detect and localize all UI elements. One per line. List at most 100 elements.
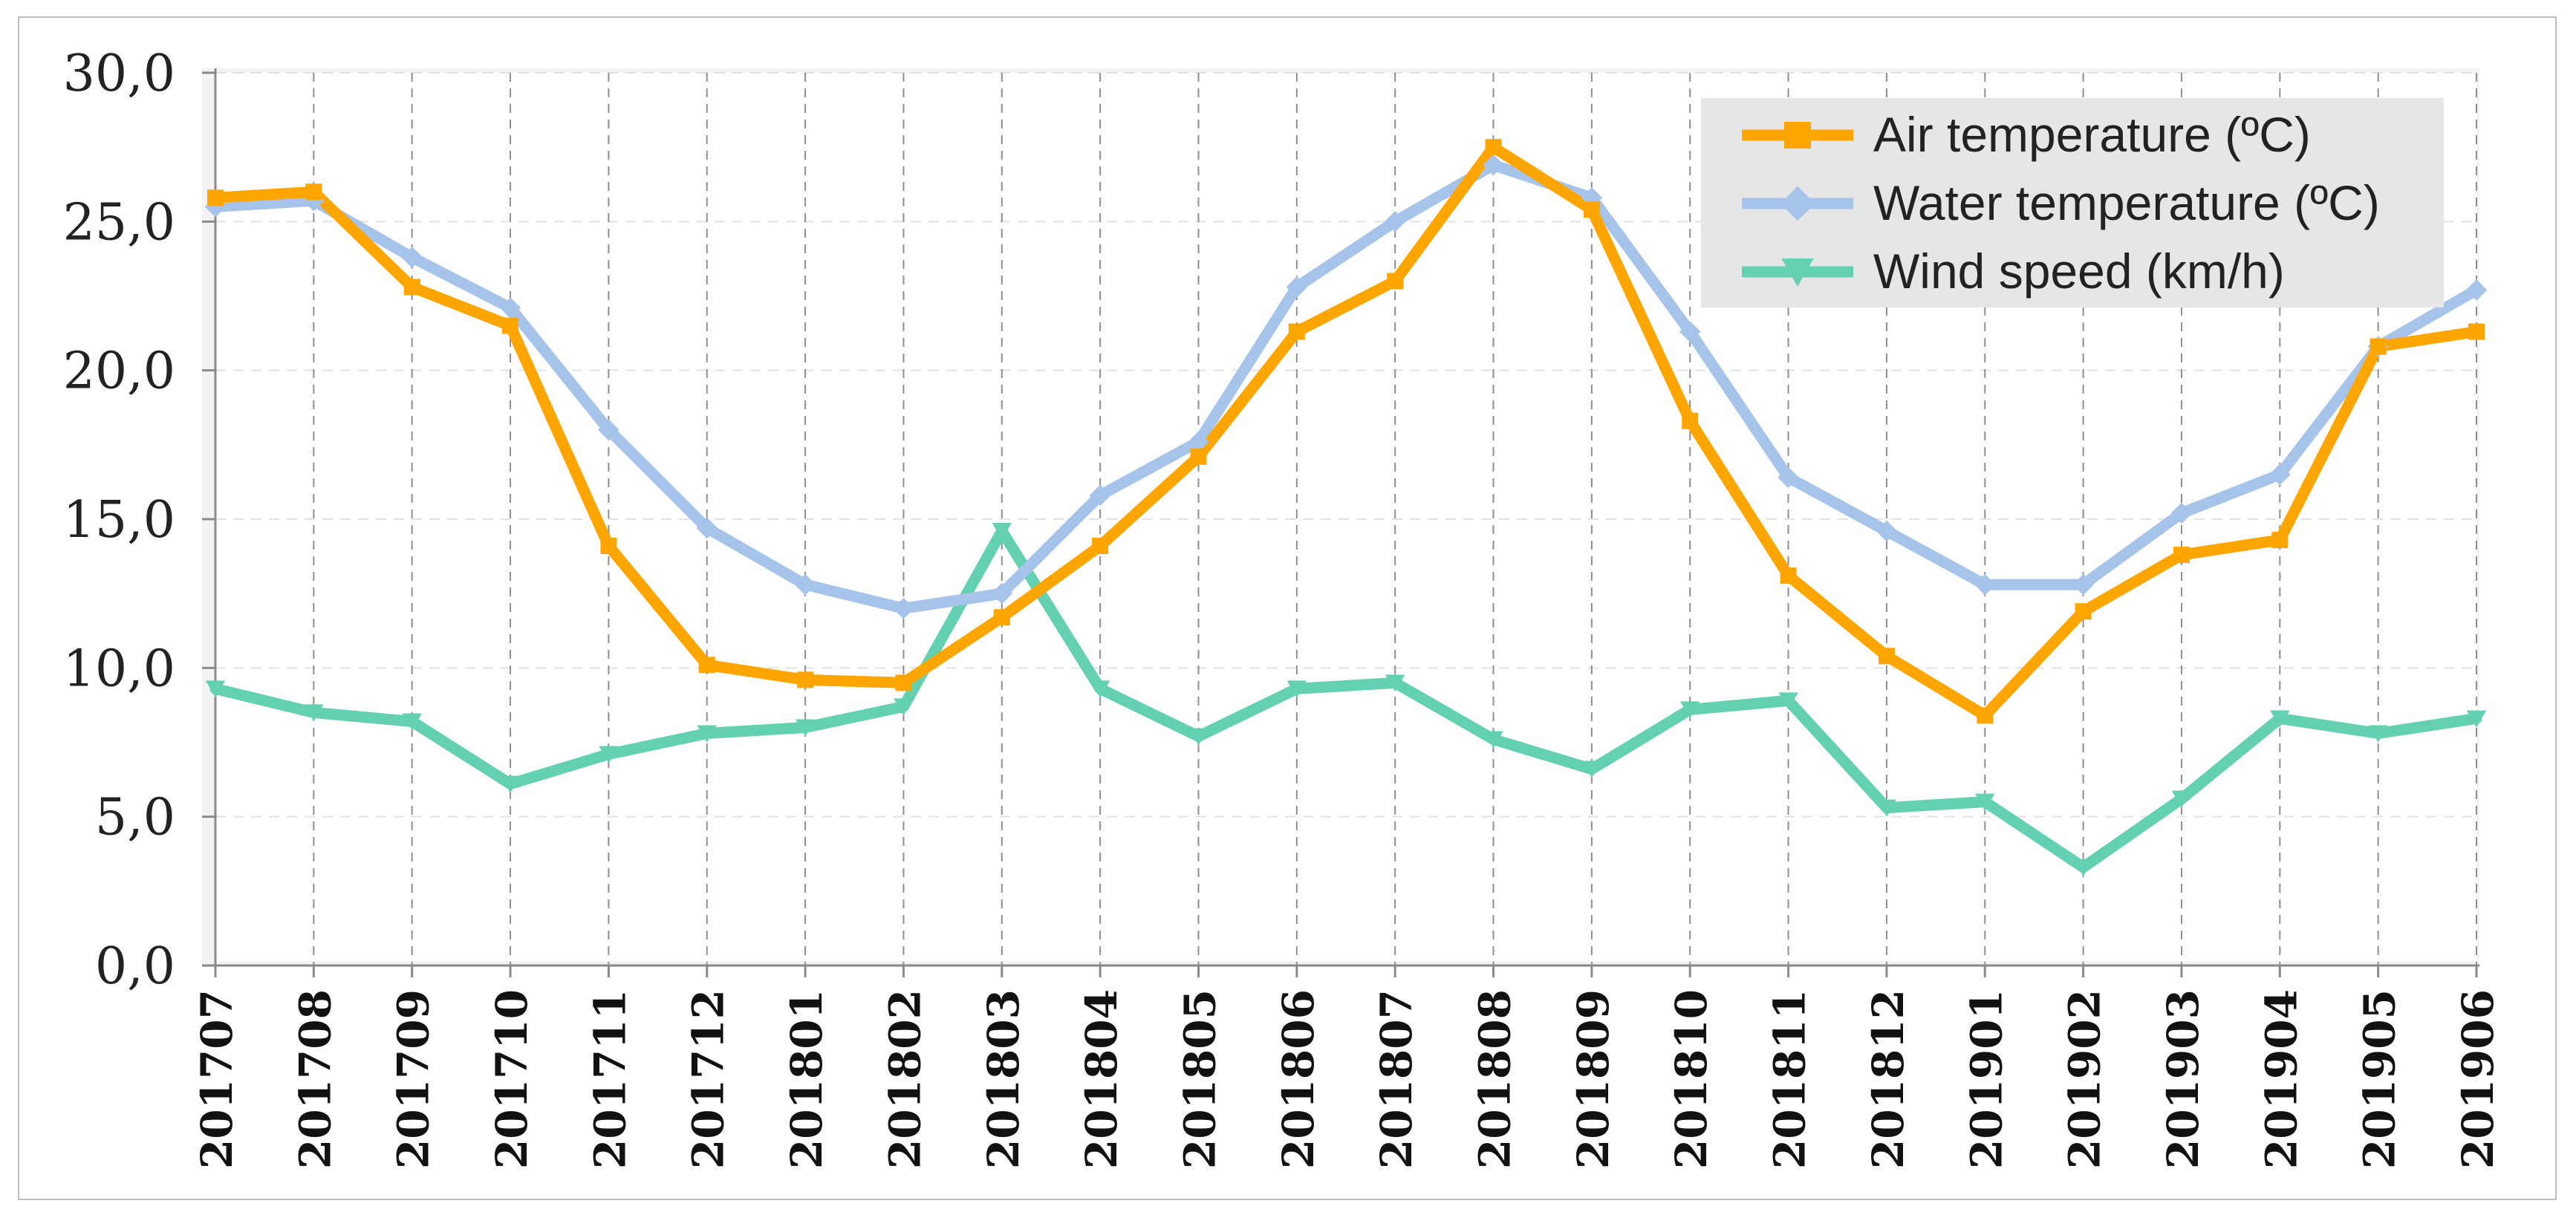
x-tick-label: 201710 xyxy=(487,989,537,1169)
data-point xyxy=(698,657,715,674)
data-point xyxy=(1188,431,1209,453)
axes xyxy=(202,68,2479,977)
data-point xyxy=(2170,502,2193,524)
data-point xyxy=(1385,674,1405,692)
x-tick-label: 201812 xyxy=(1863,989,1913,1169)
data-point xyxy=(304,704,324,722)
data-point xyxy=(2269,463,2291,486)
y-tick-label: 15,0 xyxy=(63,491,175,550)
data-point xyxy=(992,523,1012,541)
data-point xyxy=(1682,412,1699,429)
x-tick-label: 201809 xyxy=(1568,989,1619,1169)
data-point xyxy=(895,674,912,691)
data-point xyxy=(894,698,914,716)
data-point xyxy=(1483,154,1504,176)
data-point xyxy=(1384,211,1406,232)
x-tick-label: 201904 xyxy=(2256,989,2306,1169)
data-point xyxy=(500,775,521,793)
data-point xyxy=(502,317,519,334)
data-point xyxy=(1679,321,1701,342)
data-point xyxy=(1287,680,1307,698)
y-tick-label: 0,0 xyxy=(95,937,175,996)
series-line-0 xyxy=(209,141,2482,721)
data-point xyxy=(305,183,322,201)
data-point xyxy=(795,719,816,737)
data-point xyxy=(1092,538,1109,555)
data-point xyxy=(2465,279,2488,301)
x-tick-label: 201901 xyxy=(1961,989,2011,1169)
legend-label: Wind speed (km/h) xyxy=(1873,244,2285,299)
x-tick-labels: 201707 201708 201709 201710 201711 201712 2018… xyxy=(192,989,2503,1169)
data-point xyxy=(1483,731,1503,749)
x-tick-label: 201804 xyxy=(1076,989,1127,1169)
legend-label: Air temperature (ºC) xyxy=(1873,107,2311,162)
x-tick-label: 201802 xyxy=(879,989,930,1169)
data-point xyxy=(499,297,521,319)
data-point xyxy=(1583,201,1600,218)
data-point xyxy=(1090,680,1110,698)
data-point xyxy=(993,609,1010,626)
data-point xyxy=(696,517,718,539)
x-tick-label: 201808 xyxy=(1470,989,1520,1169)
data-point xyxy=(1485,139,1502,156)
x-tick-label: 201807 xyxy=(1371,989,1422,1169)
data-point xyxy=(403,279,420,296)
y-tick-labels: 0,0 5,0 10,0 15,0 20,0 25,0 30,0 xyxy=(63,45,175,996)
x-tick-label: 201903 xyxy=(2158,989,2208,1169)
data-point xyxy=(401,247,423,268)
data-point xyxy=(1286,276,1308,298)
x-tick-label: 201806 xyxy=(1273,989,1324,1169)
x-tick-label: 201712 xyxy=(683,989,734,1169)
y-tick-label: 30,0 xyxy=(63,45,175,103)
data-point xyxy=(1778,692,1798,710)
x-tick-label: 201803 xyxy=(978,989,1029,1169)
data-point xyxy=(1190,448,1207,465)
data-point xyxy=(2468,323,2485,340)
x-tick-label: 201711 xyxy=(585,989,635,1169)
x-tick-label: 201905 xyxy=(2355,989,2405,1169)
data-point xyxy=(2271,532,2289,549)
y-tick-label: 25,0 xyxy=(63,193,175,252)
legend-marker xyxy=(1784,122,1811,149)
data-point xyxy=(1089,484,1111,507)
data-point xyxy=(893,597,914,619)
x-tick-label: 201811 xyxy=(1765,989,1815,1169)
data-point xyxy=(1977,707,1994,724)
series-markers xyxy=(204,139,2488,876)
series-line-1 xyxy=(209,159,2482,614)
y-tick-label: 5,0 xyxy=(95,789,175,847)
legend-label: Water temperature (ºC) xyxy=(1873,175,2380,230)
data-point xyxy=(1974,573,1996,596)
x-tick-label: 201707 xyxy=(192,989,242,1169)
data-point xyxy=(598,419,619,441)
x-tick-label: 201709 xyxy=(388,989,439,1169)
data-point xyxy=(1780,567,1797,584)
y-tick-label: 10,0 xyxy=(63,639,175,698)
legend-marker xyxy=(1780,186,1815,221)
data-point xyxy=(402,713,422,731)
data-point xyxy=(2466,710,2487,728)
data-point xyxy=(2072,573,2094,596)
data-point xyxy=(1975,793,1995,811)
data-point xyxy=(697,725,717,743)
data-point xyxy=(1777,466,1799,489)
data-point xyxy=(2370,338,2387,355)
data-point xyxy=(2075,603,2092,620)
data-point xyxy=(599,746,619,763)
x-tick-label: 201801 xyxy=(781,989,832,1169)
series-line-2 xyxy=(209,525,2482,873)
data-point xyxy=(207,189,224,206)
data-point xyxy=(1188,728,1209,746)
data-point xyxy=(1878,648,1895,665)
x-tick-label: 201902 xyxy=(2060,989,2110,1169)
data-point xyxy=(1581,761,1602,778)
data-point xyxy=(1387,273,1404,290)
data-point xyxy=(1680,701,1700,719)
legend-marker xyxy=(1781,258,1814,287)
y-tick-label: 20,0 xyxy=(63,342,175,401)
legend: Air temperature (ºC) Water temperature (º… xyxy=(1701,98,2444,307)
data-point xyxy=(2171,790,2192,808)
data-point xyxy=(2270,710,2290,728)
x-tick-label: 201906 xyxy=(2453,989,2503,1169)
